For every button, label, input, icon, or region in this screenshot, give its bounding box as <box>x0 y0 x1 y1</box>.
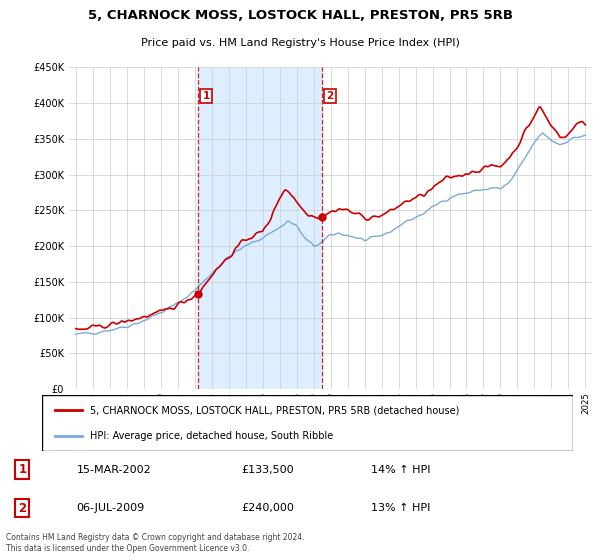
Text: 1: 1 <box>19 463 26 477</box>
Text: 1: 1 <box>203 91 210 101</box>
Text: Contains HM Land Registry data © Crown copyright and database right 2024.
This d: Contains HM Land Registry data © Crown c… <box>6 533 305 553</box>
Text: 06-JUL-2009: 06-JUL-2009 <box>77 503 145 513</box>
Text: 13% ↑ HPI: 13% ↑ HPI <box>371 503 430 513</box>
Text: 2: 2 <box>326 91 334 101</box>
Text: 5, CHARNOCK MOSS, LOSTOCK HALL, PRESTON, PR5 5RB (detached house): 5, CHARNOCK MOSS, LOSTOCK HALL, PRESTON,… <box>90 405 459 416</box>
Bar <box>198 67 322 389</box>
Text: 2: 2 <box>19 502 26 515</box>
Text: HPI: Average price, detached house, South Ribble: HPI: Average price, detached house, Sout… <box>90 431 333 441</box>
Text: 15-MAR-2002: 15-MAR-2002 <box>77 465 151 475</box>
Text: 5, CHARNOCK MOSS, LOSTOCK HALL, PRESTON, PR5 5RB: 5, CHARNOCK MOSS, LOSTOCK HALL, PRESTON,… <box>88 9 512 22</box>
Text: £240,000: £240,000 <box>241 503 294 513</box>
Text: Price paid vs. HM Land Registry's House Price Index (HPI): Price paid vs. HM Land Registry's House … <box>140 38 460 48</box>
FancyBboxPatch shape <box>42 395 573 451</box>
Text: 14% ↑ HPI: 14% ↑ HPI <box>371 465 430 475</box>
Text: £133,500: £133,500 <box>241 465 294 475</box>
